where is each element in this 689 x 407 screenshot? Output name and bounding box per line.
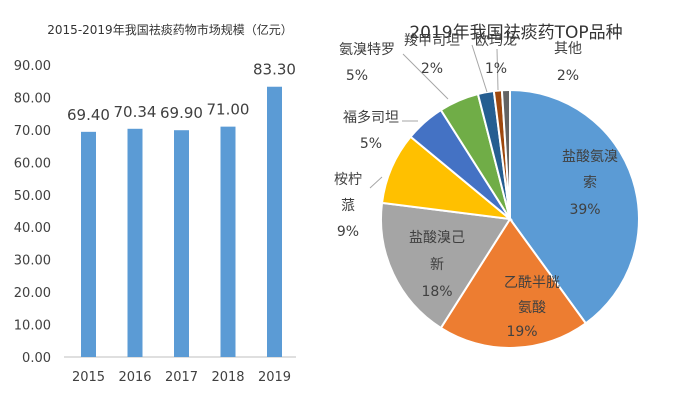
pie-slice-label: 羧甲司坦 bbox=[404, 33, 460, 49]
pie-slice-label: 索 bbox=[583, 174, 597, 191]
pie-slice-label: 盐酸氨溴 bbox=[562, 149, 618, 165]
pie-slice-label: 蒎 bbox=[341, 198, 355, 214]
pie-percent-label: 9% bbox=[337, 224, 359, 240]
pie-slice-label: 桉柠 bbox=[334, 172, 362, 188]
pie-leader-line bbox=[369, 176, 383, 189]
pie-slice-label: 其他 bbox=[554, 41, 582, 57]
pie-percent-label: 19% bbox=[506, 324, 537, 340]
pie-slice-label: 氨酸 bbox=[518, 300, 546, 316]
bar-chart: 2015-2019年我国祛痰药物市场规模（亿元） 0.00 10.00 20.00 3… bbox=[14, 22, 296, 385]
bar-data-label: 71.00 bbox=[207, 101, 250, 119]
bar-data-label: 69.40 bbox=[67, 106, 110, 124]
y-tick-label: 30.00 bbox=[14, 254, 51, 269]
pie-slice-label: 盐酸溴己 bbox=[409, 230, 465, 246]
pie-percent-label: 2% bbox=[557, 68, 579, 84]
bar-2018 bbox=[220, 126, 236, 358]
pie-slice-0 bbox=[509, 88, 640, 325]
bar-data-label: 69.90 bbox=[160, 104, 203, 122]
pie-slice-2 bbox=[380, 201, 512, 330]
pie-slice-1 bbox=[439, 217, 588, 349]
y-tick-label: 80.00 bbox=[14, 91, 51, 106]
x-tick-label: 2018 bbox=[211, 370, 244, 385]
bar-data-labels: 69.40 70.34 69.90 71.00 83.30 bbox=[67, 61, 296, 124]
bar-2017 bbox=[174, 130, 189, 357]
pie-leader-line bbox=[496, 48, 499, 91]
bar-2015 bbox=[81, 131, 96, 357]
y-tick-label: 10.00 bbox=[14, 319, 51, 334]
bar-x-ticks: 2015 2016 2017 2018 2019 bbox=[72, 370, 291, 385]
pie-leader-line bbox=[402, 53, 449, 100]
pie-slice-label: 新 bbox=[430, 257, 444, 273]
bar-2016 bbox=[127, 128, 143, 357]
pie-leader-line bbox=[471, 44, 488, 93]
y-tick-label: 0.00 bbox=[22, 351, 51, 366]
pie-percent-label: 2% bbox=[421, 61, 443, 77]
pie-slice-label: 乙酰半胱 bbox=[504, 275, 560, 291]
y-tick-label: 90.00 bbox=[14, 59, 51, 74]
x-tick-label: 2019 bbox=[258, 370, 291, 385]
y-tick-label: 60.00 bbox=[14, 156, 51, 171]
pie-percent-label: 39% bbox=[569, 202, 600, 218]
pie-slice-label: 欧玛龙 bbox=[475, 33, 517, 49]
pie-slices bbox=[380, 88, 640, 349]
bar-data-label: 70.34 bbox=[114, 103, 157, 121]
bar-chart-title: 2015-2019年我国祛痰药物市场规模（亿元） bbox=[47, 22, 292, 37]
x-tick-label: 2017 bbox=[165, 370, 198, 385]
pie-slice-label: 氨溴特罗 bbox=[339, 42, 395, 58]
bar-series bbox=[81, 86, 282, 358]
y-tick-label: 40.00 bbox=[14, 221, 51, 236]
bar-2019 bbox=[267, 86, 282, 357]
x-tick-label: 2016 bbox=[118, 370, 151, 385]
y-tick-label: 50.00 bbox=[14, 189, 51, 204]
x-tick-label: 2015 bbox=[72, 370, 105, 385]
pie-percent-label: 1% bbox=[485, 61, 507, 77]
pie-percent-label: 18% bbox=[421, 284, 452, 300]
pie-slice-8 bbox=[500, 88, 511, 220]
pie-percent-label: 5% bbox=[346, 68, 368, 84]
y-tick-label: 20.00 bbox=[14, 286, 51, 301]
bar-y-ticks: 0.00 10.00 20.00 30.00 40.00 50.00 60.00 70.00 8… bbox=[14, 59, 51, 366]
pie-leader-lines bbox=[369, 44, 499, 189]
pie-chart-title: 2019年我国祛痰药TOP品种 bbox=[409, 23, 622, 43]
pie-slice-label: 福多司坦 bbox=[343, 109, 399, 126]
pie-percent-label: 5% bbox=[360, 136, 382, 152]
y-tick-label: 70.00 bbox=[14, 124, 51, 139]
bar-data-label: 83.30 bbox=[253, 61, 296, 79]
